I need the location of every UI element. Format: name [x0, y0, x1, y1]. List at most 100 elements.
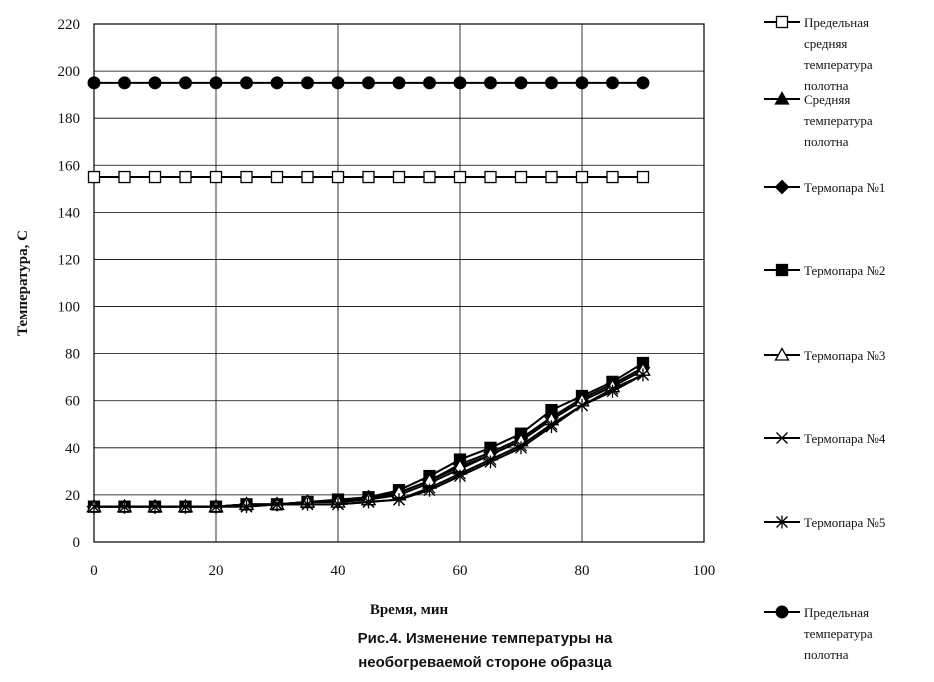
y-tick-label: 160 — [58, 158, 81, 174]
data-point — [210, 500, 222, 514]
data-point — [362, 76, 375, 90]
data-point — [636, 76, 650, 90]
legend-label: температура — [804, 113, 873, 128]
legend-label: полотна — [804, 78, 849, 93]
y-tick-label: 140 — [58, 205, 81, 221]
legend-item-1: Предельная средняя температура полотна — [764, 15, 873, 93]
data-point — [301, 497, 314, 511]
series-layer — [86, 76, 651, 515]
data-point — [179, 170, 192, 184]
y-tick-label: 180 — [58, 111, 81, 127]
legend-item-5: Термопара №3 — [764, 347, 885, 363]
data-point — [392, 76, 406, 90]
legend: ПредельнаясредняятемператураполотнаСредн… — [764, 15, 886, 662]
x-axis-title: Время, мин — [370, 602, 449, 618]
data-point — [423, 76, 436, 90]
legend-item-3: Термопара №1 — [764, 179, 885, 195]
data-point — [636, 170, 650, 184]
legend-label: полотна — [804, 647, 849, 662]
data-point — [332, 497, 344, 511]
data-point — [637, 368, 649, 382]
data-point — [149, 500, 161, 514]
series-8 — [87, 76, 650, 90]
data-point — [362, 495, 375, 509]
y-axis-ticks: 0 20 40 60 80 100 120 140 160 180 200 220 — [58, 17, 81, 551]
x-tick-label: 20 — [209, 563, 224, 579]
data-point — [514, 76, 528, 90]
data-point — [515, 441, 527, 455]
data-point — [545, 76, 558, 90]
legend-marker — [775, 263, 789, 277]
data-point — [606, 170, 619, 184]
data-point — [209, 170, 223, 184]
y-tick-label: 100 — [58, 300, 81, 316]
data-point — [484, 170, 497, 184]
data-point — [362, 170, 375, 184]
legend-item-7: Термопара №5 — [764, 515, 885, 530]
legend-label: Термопара №1 — [804, 180, 885, 195]
data-point — [118, 76, 131, 90]
data-point — [118, 500, 131, 514]
legend-label: Термопара №3 — [804, 348, 885, 363]
legend-label: Термопара №2 — [804, 263, 885, 278]
legend-marker — [776, 515, 788, 529]
data-point — [179, 76, 192, 90]
legend-label: полотна — [804, 134, 849, 149]
y-tick-label: 40 — [65, 441, 80, 457]
data-point — [423, 483, 436, 497]
data-point — [301, 170, 314, 184]
data-point — [545, 420, 558, 434]
data-point — [240, 170, 253, 184]
legend-label: температура — [804, 626, 873, 641]
data-point — [453, 76, 467, 90]
data-point — [270, 76, 284, 90]
data-point — [87, 76, 101, 90]
y-tick-label: 0 — [73, 535, 81, 551]
legend-label: Предельная — [804, 605, 869, 620]
data-point — [392, 170, 406, 184]
data-point — [576, 398, 588, 412]
data-point — [148, 170, 162, 184]
y-tick-label: 20 — [65, 488, 80, 504]
data-point — [118, 170, 131, 184]
data-point — [331, 76, 345, 90]
x-tick-label: 80 — [575, 563, 590, 579]
data-point — [606, 384, 619, 398]
data-point — [240, 500, 253, 514]
legend-marker — [774, 91, 790, 105]
legend-label: средняя — [804, 36, 847, 51]
data-point — [271, 497, 283, 511]
data-point — [393, 493, 405, 507]
data-point — [606, 76, 619, 90]
data-point — [453, 170, 467, 184]
y-tick-label: 200 — [58, 64, 81, 80]
series-1 — [87, 170, 650, 184]
data-point — [423, 170, 436, 184]
legend-item-2: Средняя температура полотна — [764, 91, 873, 149]
plot-area-border — [93, 23, 705, 543]
legend-label: температура — [804, 57, 873, 72]
y-tick-label: 120 — [58, 252, 81, 268]
legend-marker — [775, 15, 789, 29]
data-point — [545, 170, 558, 184]
data-point — [209, 76, 223, 90]
legend-label: Термопара №5 — [804, 515, 885, 530]
data-point — [270, 170, 284, 184]
data-point — [179, 500, 192, 514]
legend-marker — [774, 347, 790, 361]
x-axis-ticks: 0 20 40 60 80 100 — [90, 563, 715, 579]
data-point — [240, 76, 253, 90]
data-point — [87, 170, 101, 184]
legend-label: Средняя — [804, 92, 850, 107]
data-point — [88, 500, 100, 514]
legend-label: Предельная — [804, 15, 869, 30]
legend-label: Термопара №4 — [804, 431, 886, 446]
caption-line-1: Рис.4. Изменение температуры на — [358, 630, 613, 647]
legend-marker — [774, 179, 790, 195]
data-point — [484, 455, 497, 469]
data-point — [301, 76, 314, 90]
data-point — [484, 76, 497, 90]
series-7 — [88, 368, 649, 514]
y-tick-label: 60 — [65, 394, 80, 410]
